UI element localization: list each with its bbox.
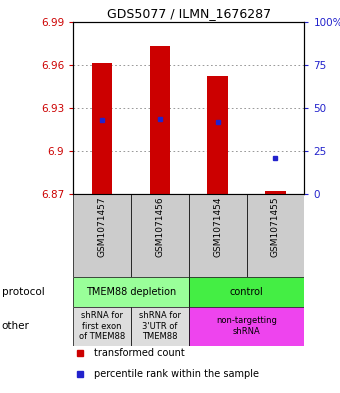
Text: protocol: protocol (2, 287, 45, 297)
Bar (150, 46, 170, 193)
Bar (189, 307, 304, 346)
Text: GSM1071455: GSM1071455 (271, 196, 280, 257)
Bar (265, 191, 286, 193)
Bar (73, 277, 189, 307)
Bar (131, 307, 189, 346)
Text: transformed count: transformed count (94, 348, 185, 358)
Text: TMEM88 depletion: TMEM88 depletion (86, 287, 176, 297)
Text: GSM1071456: GSM1071456 (155, 196, 164, 257)
Bar (246, 193, 304, 277)
Text: shRNA for
3'UTR of
TMEM88: shRNA for 3'UTR of TMEM88 (139, 311, 181, 341)
Text: non-targetting
shRNA: non-targetting shRNA (216, 316, 277, 336)
Bar (207, 76, 228, 193)
Text: control: control (230, 287, 264, 297)
Text: GSM1071454: GSM1071454 (213, 196, 222, 257)
Title: GDS5077 / ILMN_1676287: GDS5077 / ILMN_1676287 (107, 7, 271, 20)
Text: percentile rank within the sample: percentile rank within the sample (94, 369, 259, 379)
Bar (73, 307, 131, 346)
Bar (189, 193, 246, 277)
Bar (92, 63, 112, 193)
Text: shRNA for
first exon
of TMEM88: shRNA for first exon of TMEM88 (79, 311, 125, 341)
Bar (73, 193, 131, 277)
Text: other: other (2, 321, 30, 331)
Bar (131, 193, 189, 277)
Text: GSM1071457: GSM1071457 (98, 196, 106, 257)
Bar (189, 277, 304, 307)
